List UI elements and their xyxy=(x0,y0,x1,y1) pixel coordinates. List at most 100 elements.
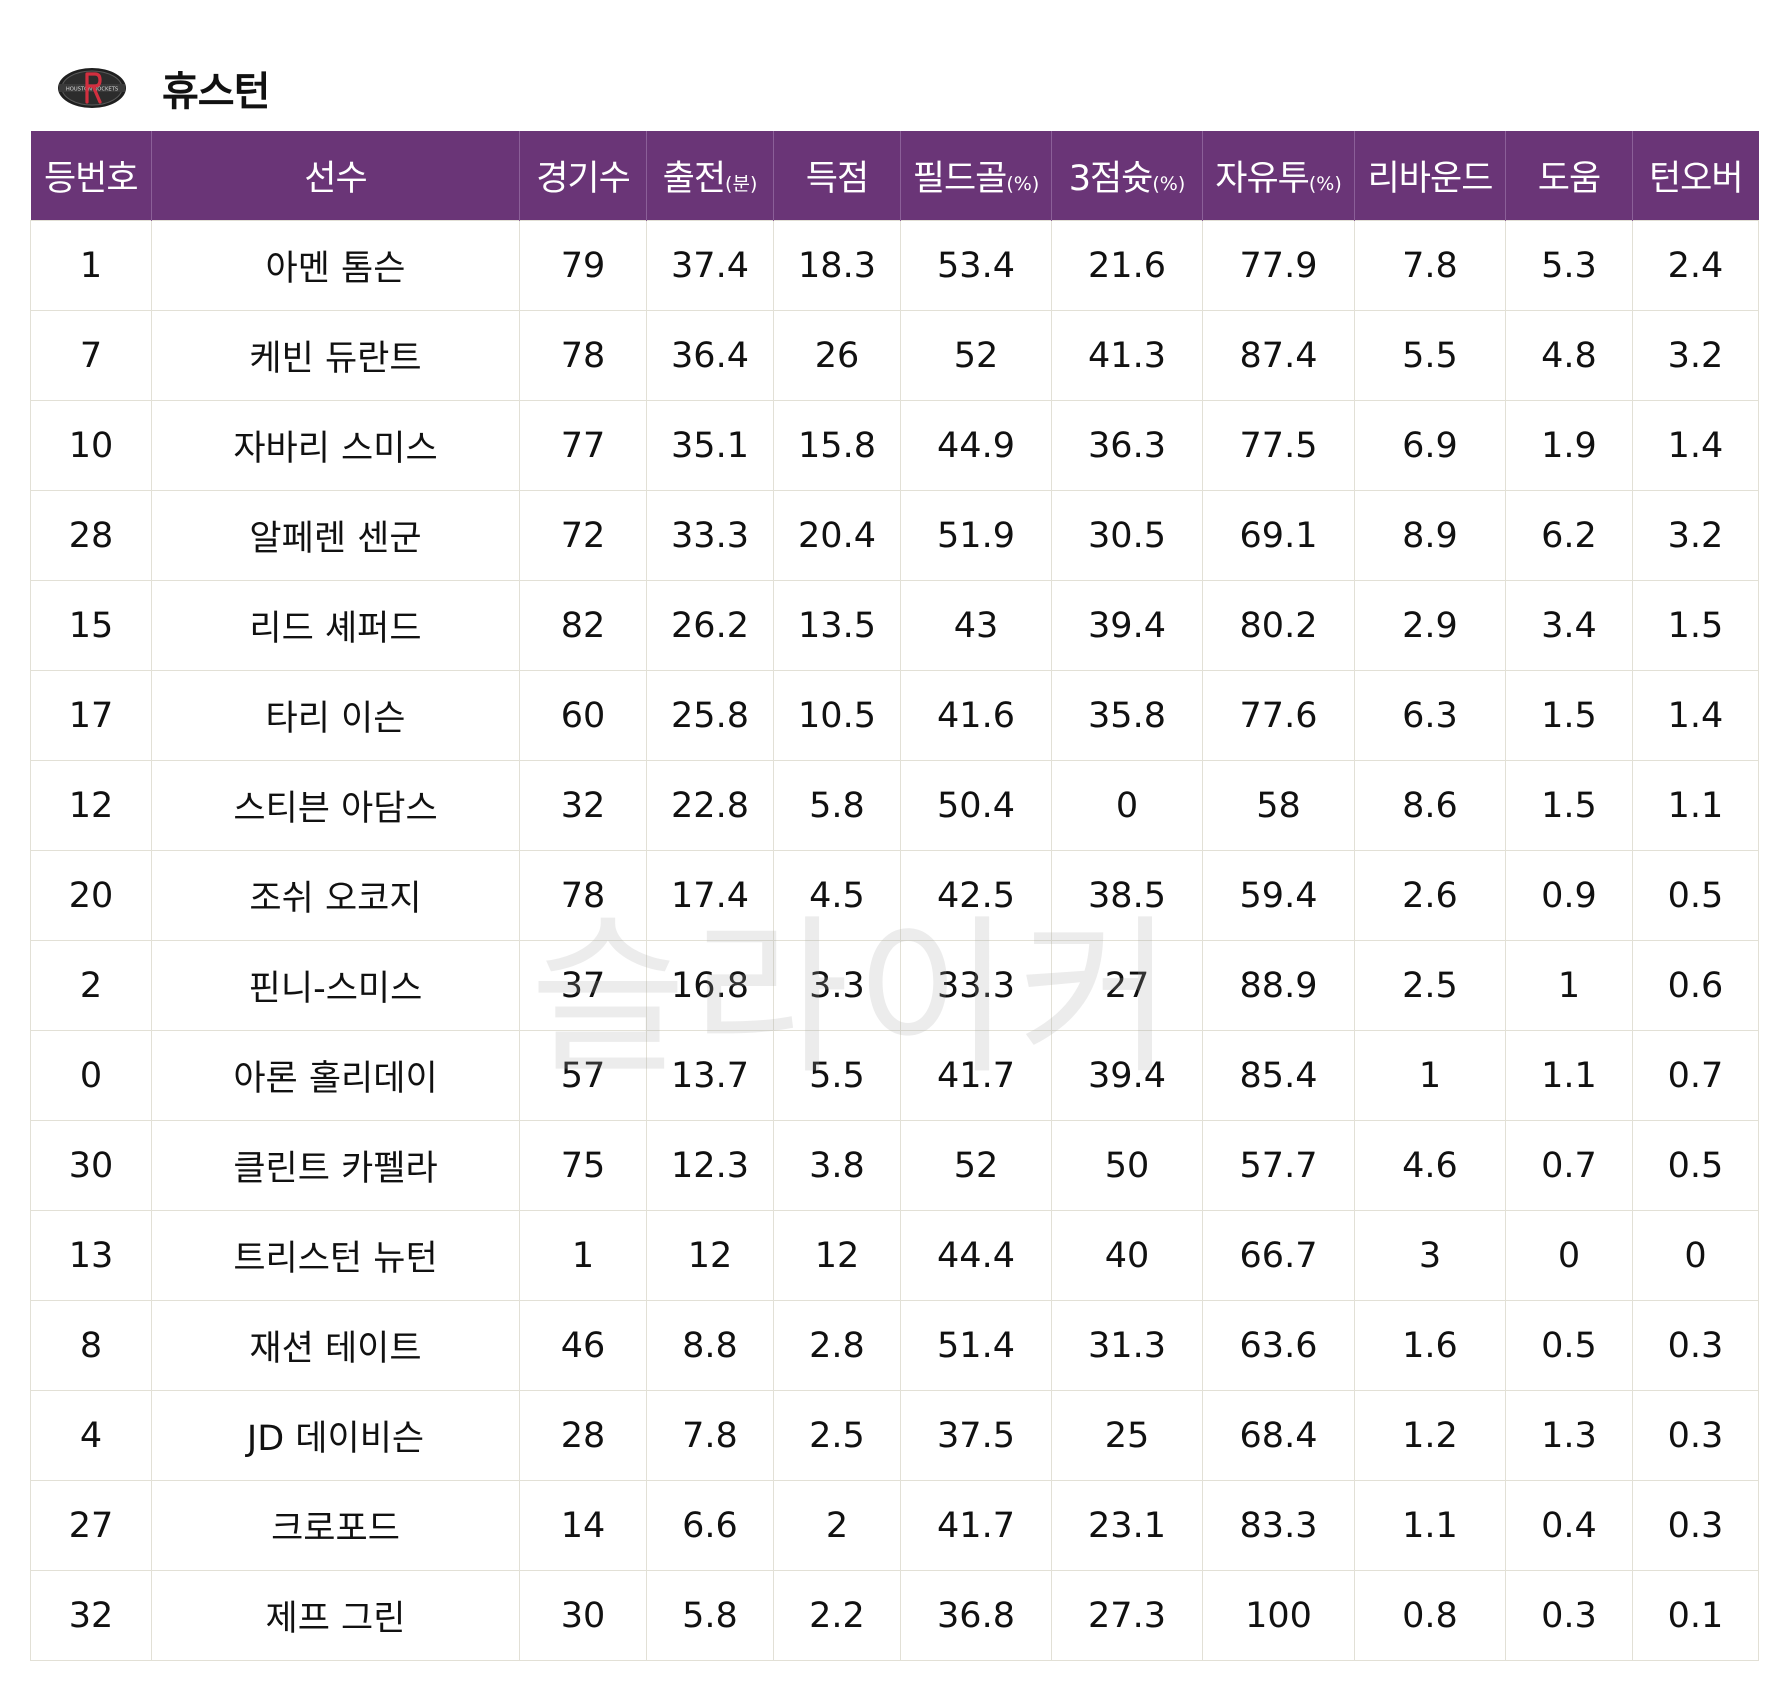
table-cell: 18.3 xyxy=(773,220,901,311)
table-cell: 57 xyxy=(519,1030,647,1121)
table-cell: 77.5 xyxy=(1202,400,1355,491)
column-header-label: 득점 xyxy=(805,159,869,199)
table-row: 0 아론 홀리데이 57 13.7 5.5 41.7 39.4 85.4 1 1.1 0.7 xyxy=(30,1030,1759,1121)
table-row: 8 재션 테이트 46 8.8 2.8 51.4 31.3 63.6 1.6 0.5 0.3 xyxy=(30,1300,1759,1391)
table-row: 28 알페렌 센군 72 33.3 20.4 51.9 30.5 69.1 8.9 6.2 3.2 xyxy=(30,490,1759,581)
table-cell: 1 xyxy=(1505,940,1633,1031)
table-cell: 77.6 xyxy=(1202,670,1355,761)
table-cell: 51.4 xyxy=(900,1300,1052,1391)
table-cell: 7.8 xyxy=(1354,220,1506,311)
table-cell: 8.6 xyxy=(1354,760,1506,851)
table-cell: 케빈 듀란트 xyxy=(151,310,520,401)
table-cell: 100 xyxy=(1202,1570,1355,1661)
table-row: 13 트리스턴 뉴턴 1 12 12 44.4 40 66.7 3 0 0 xyxy=(30,1210,1759,1301)
table-cell: 0.5 xyxy=(1632,1120,1759,1211)
table-cell: 6.3 xyxy=(1354,670,1506,761)
table-cell: 36.3 xyxy=(1051,400,1203,491)
table-cell: 50.4 xyxy=(900,760,1052,851)
table-cell: 12 xyxy=(646,1210,774,1301)
table-cell: 0 xyxy=(1632,1210,1759,1301)
table-cell: 자바리 스미스 xyxy=(151,400,520,491)
table-cell: 4.8 xyxy=(1505,310,1633,401)
column-header: 자유투(%) xyxy=(1202,131,1355,221)
table-cell: 1 xyxy=(1354,1030,1506,1121)
table-cell: 30 xyxy=(519,1570,647,1661)
table-cell: 46 xyxy=(519,1300,647,1391)
table-cell: 38.5 xyxy=(1051,850,1203,941)
table-cell: 타리 이슨 xyxy=(151,670,520,761)
table-cell: 13.7 xyxy=(646,1030,774,1121)
table-cell: 3.4 xyxy=(1505,580,1633,671)
table-cell: 77.9 xyxy=(1202,220,1355,311)
table-cell: 12 xyxy=(773,1210,901,1301)
table-cell: 52 xyxy=(900,310,1052,401)
table-row: 32 제프 그린 30 5.8 2.2 36.8 27.3 100 0.8 0.3 0.1 xyxy=(30,1570,1759,1661)
table-cell: 2.5 xyxy=(773,1390,901,1481)
table-cell: 53.4 xyxy=(900,220,1052,311)
table-cell: 5.3 xyxy=(1505,220,1633,311)
table-cell: 21.6 xyxy=(1051,220,1203,311)
table-cell: 1.5 xyxy=(1632,580,1759,671)
table-cell: 1 xyxy=(519,1210,647,1301)
table-cell: 리드 셰퍼드 xyxy=(151,580,520,671)
table-cell: 44.4 xyxy=(900,1210,1052,1301)
table-cell: 0.5 xyxy=(1505,1300,1633,1391)
table-cell: 4 xyxy=(30,1390,152,1481)
table-cell: 1.1 xyxy=(1632,760,1759,851)
column-header-unit: (분) xyxy=(725,173,758,195)
table-cell: 41.7 xyxy=(900,1480,1052,1571)
table-cell: 43 xyxy=(900,580,1052,671)
table-row: 4 JD 데이비슨 28 7.8 2.5 37.5 25 68.4 1.2 1.3 0.3 xyxy=(30,1390,1759,1481)
table-cell: 1.9 xyxy=(1505,400,1633,491)
column-header: 리바운드 xyxy=(1354,131,1506,221)
table-row: 7 케빈 듀란트 78 36.4 26 52 41.3 87.4 5.5 4.8 3.2 xyxy=(30,310,1759,401)
table-cell: 0.7 xyxy=(1505,1120,1633,1211)
table-cell: 3 xyxy=(1354,1210,1506,1301)
table-cell: 39.4 xyxy=(1051,580,1203,671)
table-cell: 31.3 xyxy=(1051,1300,1203,1391)
table-cell: 63.6 xyxy=(1202,1300,1355,1391)
table-cell: 37 xyxy=(519,940,647,1031)
table-cell: 0.9 xyxy=(1505,850,1633,941)
table-cell: 12.3 xyxy=(646,1120,774,1211)
table-row: 1 아멘 톰슨 79 37.4 18.3 53.4 21.6 77.9 7.8 5.3 2.4 xyxy=(30,220,1759,311)
table-cell: 8.8 xyxy=(646,1300,774,1391)
column-header: 3점슛(%) xyxy=(1051,131,1203,221)
table-cell: 0.7 xyxy=(1632,1030,1759,1121)
table-cell: 3.3 xyxy=(773,940,901,1031)
svg-text:HOUSTON ROCKETS: HOUSTON ROCKETS xyxy=(66,87,118,93)
table-cell: 87.4 xyxy=(1202,310,1355,401)
table-cell: 8.9 xyxy=(1354,490,1506,581)
column-header-label: 턴오버 xyxy=(1648,159,1744,199)
table-cell: 2.8 xyxy=(773,1300,901,1391)
table-cell: 17.4 xyxy=(646,850,774,941)
column-header-label: 출전 xyxy=(662,159,726,199)
table-body: 1 아멘 톰슨 79 37.4 18.3 53.4 21.6 77.9 7.8 5.3 2.4 7 케빈… xyxy=(30,220,1759,1661)
column-header: 도움 xyxy=(1505,131,1633,221)
table-cell: 32 xyxy=(519,760,647,851)
table-cell: 1.1 xyxy=(1505,1030,1633,1121)
table-cell: 1.6 xyxy=(1354,1300,1506,1391)
table-cell: 28 xyxy=(30,490,152,581)
houston-rockets-logo-icon: HOUSTON ROCKETS xyxy=(58,68,126,108)
table-cell: 13.5 xyxy=(773,580,901,671)
table-cell: 57.7 xyxy=(1202,1120,1355,1211)
table-cell: 32 xyxy=(30,1570,152,1661)
table-row: 17 타리 이슨 60 25.8 10.5 41.6 35.8 77.6 6.3 1.5 1.4 xyxy=(30,670,1759,761)
table-cell: 30.5 xyxy=(1051,490,1203,581)
table-cell: 10.5 xyxy=(773,670,901,761)
table-cell: 37.5 xyxy=(900,1390,1052,1481)
table-cell: 78 xyxy=(519,850,647,941)
table-cell: 77 xyxy=(519,400,647,491)
table-cell: 30 xyxy=(30,1120,152,1211)
table-cell: 25 xyxy=(1051,1390,1203,1481)
table-cell: 78 xyxy=(519,310,647,401)
table-cell: 12 xyxy=(30,760,152,851)
table-cell: 재션 테이트 xyxy=(151,1300,520,1391)
table-cell: 1.2 xyxy=(1354,1390,1506,1481)
column-header-label: 등번호 xyxy=(43,159,139,199)
column-header-label: 도움 xyxy=(1537,159,1601,199)
column-header: 턴오버 xyxy=(1632,131,1759,221)
table-cell: 0 xyxy=(1051,760,1203,851)
table-cell: 제프 그린 xyxy=(151,1570,520,1661)
